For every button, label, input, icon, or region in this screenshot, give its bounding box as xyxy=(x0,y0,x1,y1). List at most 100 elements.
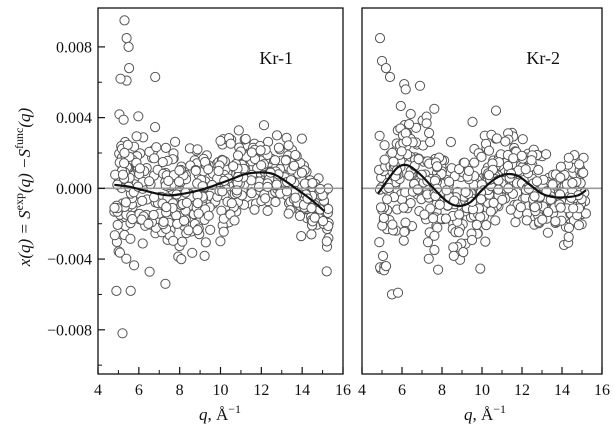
x-tick-label: 6 xyxy=(398,382,406,399)
scatter-point xyxy=(218,226,229,237)
scatter-point xyxy=(531,176,543,187)
scatter-point xyxy=(271,130,283,141)
x-tick-label: 16 xyxy=(594,382,610,399)
scatter-point xyxy=(543,206,554,218)
scatter-point xyxy=(168,235,179,246)
scatter-point xyxy=(419,209,430,220)
scatter-point xyxy=(379,154,390,165)
scatter-point xyxy=(262,205,273,216)
scatter-point xyxy=(160,278,171,289)
x-tick-label: 4 xyxy=(94,382,102,399)
scatter-point xyxy=(380,261,392,272)
scatter-point xyxy=(568,203,579,214)
scatter-point xyxy=(567,178,578,189)
scatter-point xyxy=(563,222,575,233)
scatter-point xyxy=(109,230,120,241)
scatter-point xyxy=(542,227,554,238)
scatter-point xyxy=(387,219,398,230)
scatter-point xyxy=(510,217,521,228)
scatter-point xyxy=(375,202,387,213)
scatter-point xyxy=(476,194,487,205)
scatter-point xyxy=(441,185,452,196)
scatter-point xyxy=(374,130,385,141)
scatter-point xyxy=(529,191,540,202)
scatter-point xyxy=(228,161,239,172)
scatter-point xyxy=(317,216,329,227)
scatter-point xyxy=(476,151,487,162)
scatter-point xyxy=(233,125,244,136)
scatter-point xyxy=(445,136,456,148)
scatter-point xyxy=(497,194,508,205)
scatter-point xyxy=(283,208,294,219)
scatter-point xyxy=(453,227,464,238)
scatter-point xyxy=(270,155,281,166)
scatter-point xyxy=(448,242,459,253)
scatter-point xyxy=(424,127,435,139)
scatter-point xyxy=(109,202,120,213)
x-tick-label: 6 xyxy=(135,382,143,399)
x-tick-label: 16 xyxy=(335,382,351,399)
scatter-point xyxy=(199,250,210,261)
scatter-point xyxy=(396,146,407,157)
x-ticks: 4 6 8 10 12 14 16 xyxy=(358,367,610,399)
scatter-point xyxy=(121,33,132,44)
scatter-point xyxy=(125,285,136,296)
x-ticks: 4 6 8 10 12 14 16 xyxy=(94,367,351,399)
scatter-point xyxy=(273,142,284,153)
x-tick-label: 14 xyxy=(554,382,570,399)
scatter-point xyxy=(434,199,445,210)
scatter-point xyxy=(174,176,185,187)
scatter-point xyxy=(444,176,455,187)
scatter-point xyxy=(580,208,592,219)
scatter-point xyxy=(123,41,134,53)
y-axis-label: x(q) = Sexp(q) −Sfunc(q) xyxy=(12,107,34,267)
scatter-point xyxy=(117,328,128,339)
scatter-point xyxy=(157,157,168,168)
scatter-point xyxy=(192,225,203,236)
scatter-point xyxy=(471,219,482,230)
scatter-point xyxy=(149,153,160,164)
scatter-point xyxy=(459,157,470,168)
scatter-point xyxy=(232,150,244,161)
scatter-point xyxy=(262,181,273,192)
scatter-point xyxy=(280,155,291,166)
scatter-point xyxy=(200,237,211,248)
scatter-point xyxy=(463,165,474,177)
y-tick-label: 0.004 xyxy=(56,110,92,127)
x-tick-label: 10 xyxy=(474,382,490,399)
scatter-point xyxy=(255,145,266,156)
scatter-point xyxy=(573,220,585,231)
scatter-point xyxy=(111,285,122,296)
scatter-point xyxy=(574,159,585,170)
scatter-point xyxy=(137,238,148,249)
scatter-point xyxy=(283,140,294,151)
scatter-point xyxy=(270,196,281,208)
scatter-point xyxy=(226,198,237,209)
scatter-point xyxy=(398,235,409,246)
scatter-point xyxy=(119,158,130,169)
scatter-point xyxy=(258,120,270,131)
scatter-point xyxy=(440,213,451,224)
scatter-point xyxy=(379,140,390,151)
scatter-point xyxy=(290,192,301,203)
scatter-point xyxy=(374,33,386,44)
scatter-point xyxy=(377,250,389,262)
scatter-point xyxy=(378,212,389,224)
scatter-point xyxy=(306,203,317,214)
y-ticks: 0.008 0.004 0.000 −0.004 −0.008 xyxy=(47,39,105,366)
panel-label: Kr-1 xyxy=(259,48,293,68)
scatter-point xyxy=(483,145,495,156)
scatter-point xyxy=(374,237,385,248)
scatter-point xyxy=(541,149,552,160)
scatter-point xyxy=(481,220,492,231)
scatter-point xyxy=(400,217,411,228)
scatter-point xyxy=(181,197,192,208)
scatter-point xyxy=(563,231,574,243)
scatter-point xyxy=(120,197,132,208)
x-axis-label: q, Å−1 xyxy=(199,402,241,424)
scatter-point xyxy=(448,250,459,261)
scatter-point xyxy=(321,266,332,277)
scatter-point xyxy=(422,237,434,248)
scatter-point xyxy=(529,202,540,213)
scatter-point xyxy=(249,204,260,215)
